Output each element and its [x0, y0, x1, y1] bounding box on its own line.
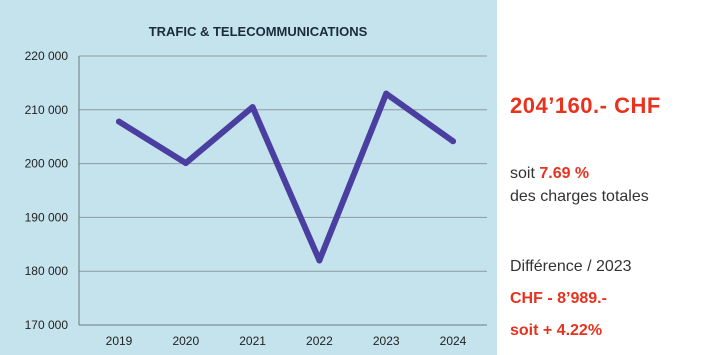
- x-tick-label: 2024: [440, 334, 467, 348]
- data-point: [249, 104, 256, 111]
- x-tick-label: 2023: [373, 334, 400, 348]
- x-tick-label: 2022: [306, 334, 333, 348]
- x-tick-label: 2019: [106, 334, 133, 348]
- x-tick-label: 2020: [172, 334, 199, 348]
- y-tick-label: 180 000: [25, 264, 69, 278]
- y-tick-label: 200 000: [25, 157, 69, 171]
- share-prefix: soit: [510, 165, 540, 182]
- y-tick-label: 220 000: [25, 49, 69, 63]
- share-percentage: 7.69 %: [539, 165, 590, 182]
- data-point: [450, 138, 456, 145]
- y-tick-label: 190 000: [25, 210, 69, 224]
- line-chart: TRAFIC & TELECOMMUNICATIONS 170 000 180 00…: [25, 24, 487, 348]
- difference-percentage: soit + 4.22%: [510, 322, 603, 339]
- data-point: [116, 118, 122, 125]
- difference-title: Différence / 2023: [510, 258, 632, 275]
- total-amount: 204’160.- CHF: [510, 93, 661, 118]
- share-line: soit 7.69 %: [510, 165, 589, 183]
- difference-amount: CHF - 8’989.-: [510, 290, 607, 307]
- data-point: [383, 90, 390, 97]
- series-line: [116, 90, 456, 264]
- data-point: [182, 160, 189, 167]
- x-tick-label: 2021: [239, 334, 266, 348]
- share-suffix: des charges totales: [510, 188, 649, 205]
- data-point: [316, 257, 323, 264]
- chart-panel: TRAFIC & TELECOMMUNICATIONS 170 000 180 00…: [0, 0, 497, 355]
- chart-title: TRAFIC & TELECOMMUNICATIONS: [149, 24, 368, 39]
- y-tick-label: 170 000: [25, 318, 69, 332]
- y-tick-label: 210 000: [25, 103, 69, 117]
